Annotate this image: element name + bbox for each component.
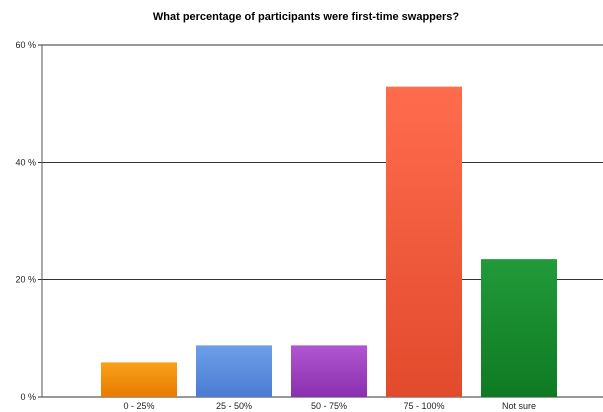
- x-category-label: 25 - 50%: [216, 401, 252, 411]
- y-tick-label: 60 %: [15, 40, 36, 50]
- bar: [196, 345, 272, 397]
- x-category-label: 0 - 25%: [123, 401, 154, 411]
- x-axis-labels: 0 - 25% 25 - 50% 50 - 75% 75 - 100% Not sure: [123, 401, 536, 411]
- bar: [101, 362, 177, 397]
- bar: [481, 259, 557, 397]
- bar: [291, 345, 367, 397]
- chart-title: What percentage of participants were fir…: [153, 11, 460, 23]
- bars: [101, 86, 557, 398]
- x-category-label: 50 - 75%: [311, 401, 347, 411]
- bar: [386, 86, 462, 398]
- x-category-label: Not sure: [502, 401, 536, 411]
- y-tick-label: 20 %: [15, 275, 36, 285]
- y-axis-ticks: 0 % 20 % 40 % 60 %: [15, 40, 36, 402]
- y-tick-label: 0 %: [20, 392, 36, 402]
- y-tick-label: 40 %: [15, 157, 36, 167]
- x-category-label: 75 - 100%: [403, 401, 444, 411]
